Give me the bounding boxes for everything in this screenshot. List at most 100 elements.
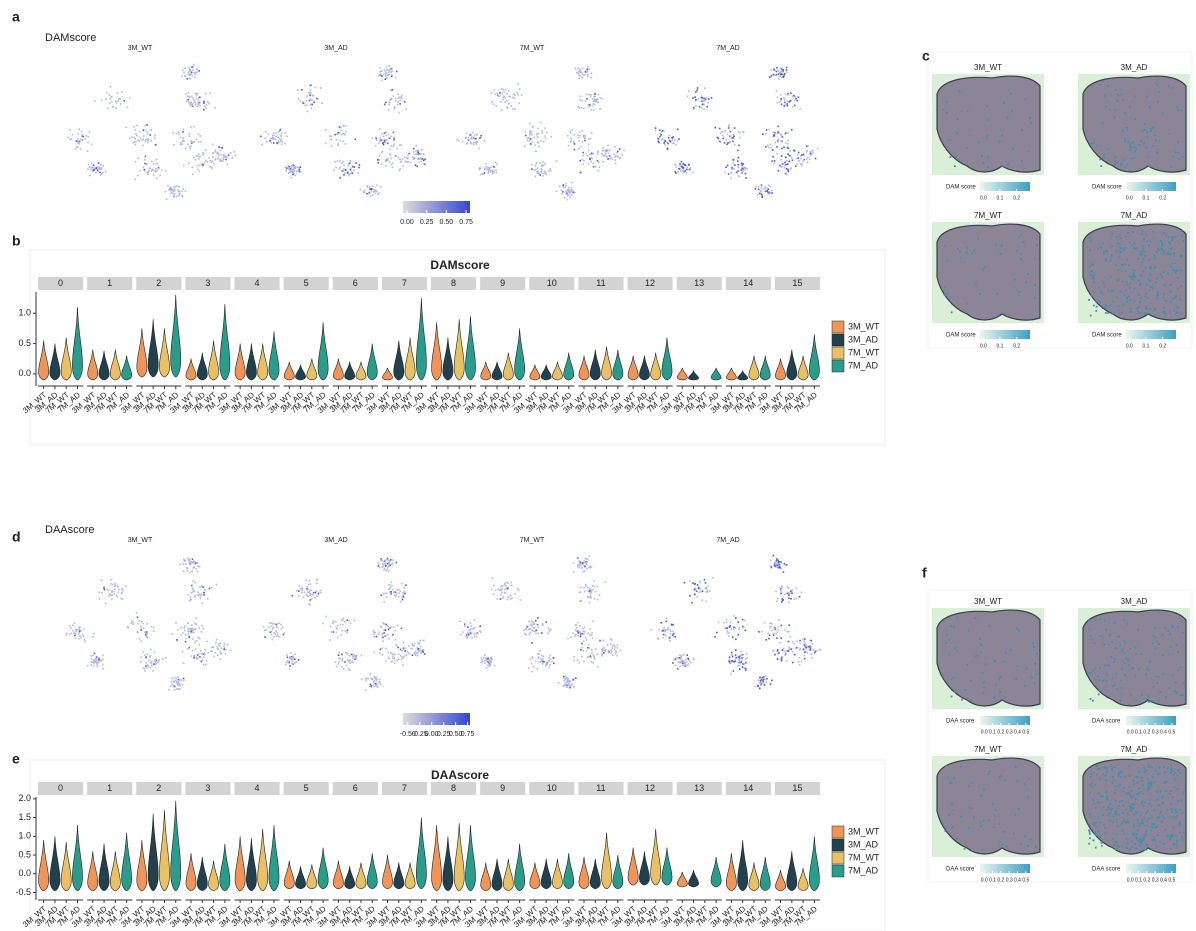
spot bbox=[1133, 272, 1135, 274]
cell-point bbox=[223, 648, 225, 650]
cell-point bbox=[776, 67, 778, 69]
cell-point bbox=[318, 592, 320, 594]
cell-point bbox=[472, 132, 474, 134]
spot bbox=[1161, 276, 1163, 278]
cell-point bbox=[379, 679, 381, 681]
cell-point bbox=[535, 661, 537, 663]
cell-point bbox=[778, 561, 780, 563]
spot bbox=[1123, 787, 1125, 789]
spot bbox=[1160, 274, 1162, 276]
cell-point bbox=[198, 627, 200, 629]
cell-point bbox=[176, 683, 178, 685]
cell-point bbox=[376, 680, 378, 682]
cell-point bbox=[679, 666, 681, 668]
cell-point bbox=[143, 651, 145, 653]
colorbar-tick-label: 0.0 bbox=[981, 877, 988, 883]
spot bbox=[1092, 798, 1094, 800]
spot bbox=[1181, 230, 1183, 232]
cell-point bbox=[614, 146, 616, 148]
cell-point bbox=[225, 649, 227, 651]
cell-point bbox=[198, 153, 200, 155]
spot bbox=[1174, 772, 1176, 774]
spot bbox=[1129, 287, 1131, 289]
cell-point bbox=[334, 161, 336, 163]
cell-point bbox=[766, 187, 768, 189]
cell-point bbox=[310, 98, 312, 100]
cell-point bbox=[764, 622, 766, 624]
cell-point bbox=[66, 633, 68, 635]
cell-point bbox=[718, 140, 720, 142]
cell-point bbox=[778, 629, 780, 631]
cell-point bbox=[176, 133, 178, 135]
cell-point bbox=[531, 630, 533, 632]
cell-point bbox=[286, 654, 288, 656]
spot bbox=[953, 626, 955, 628]
cell-point bbox=[663, 130, 665, 132]
spot bbox=[1163, 271, 1165, 273]
cell-point bbox=[337, 625, 339, 627]
spot bbox=[1171, 166, 1173, 168]
cell-point bbox=[523, 629, 525, 631]
cell-point bbox=[286, 167, 288, 169]
cell-point bbox=[182, 196, 184, 198]
cell-point bbox=[316, 595, 318, 597]
cell-point bbox=[378, 565, 380, 567]
cell-point bbox=[605, 152, 607, 154]
spot bbox=[1163, 307, 1165, 309]
cell-point bbox=[95, 662, 97, 664]
spot bbox=[946, 112, 948, 114]
cell-point bbox=[688, 663, 690, 665]
cell-point bbox=[277, 623, 279, 625]
cell-point bbox=[369, 673, 371, 675]
violin bbox=[148, 814, 158, 891]
cell-point bbox=[335, 662, 337, 664]
spot bbox=[1127, 141, 1129, 143]
cell-point bbox=[762, 133, 764, 135]
cell-point bbox=[377, 193, 379, 195]
colorbar-tick-label: 0.3 bbox=[1006, 877, 1013, 883]
cell-point bbox=[379, 128, 381, 130]
cell-point bbox=[614, 154, 616, 156]
cell-point bbox=[388, 629, 390, 631]
spot bbox=[1144, 123, 1146, 125]
cell-point bbox=[146, 139, 148, 141]
cell-point bbox=[203, 153, 205, 155]
spot bbox=[1172, 269, 1174, 271]
spot bbox=[1144, 312, 1146, 314]
cell-point bbox=[591, 589, 593, 591]
cell-point bbox=[275, 630, 277, 632]
cell-point bbox=[398, 592, 400, 594]
spot bbox=[964, 689, 966, 691]
cell-point bbox=[573, 571, 575, 573]
spot bbox=[1147, 789, 1149, 791]
cell-point bbox=[576, 72, 578, 74]
cell-point bbox=[805, 644, 807, 646]
cell-point bbox=[206, 660, 208, 662]
cell-point bbox=[296, 590, 298, 592]
violin bbox=[295, 866, 305, 888]
spot bbox=[1106, 796, 1108, 798]
cell-point bbox=[203, 102, 205, 104]
spot bbox=[1182, 694, 1184, 696]
cell-point bbox=[293, 657, 295, 659]
cell-point bbox=[389, 138, 391, 140]
cell-point bbox=[274, 623, 276, 625]
spot bbox=[1177, 788, 1179, 790]
cell-point bbox=[564, 187, 566, 189]
cell-point bbox=[781, 148, 783, 150]
cell-point bbox=[367, 678, 369, 680]
cell-point bbox=[316, 590, 318, 592]
cell-point bbox=[200, 650, 202, 652]
spot bbox=[975, 655, 977, 657]
cell-point bbox=[777, 560, 779, 562]
cell-point bbox=[667, 148, 669, 150]
spot bbox=[1145, 296, 1147, 298]
cell-point bbox=[580, 99, 582, 101]
spot bbox=[987, 119, 989, 121]
spot bbox=[1121, 264, 1123, 266]
cell-point bbox=[734, 164, 736, 166]
cell-point bbox=[386, 569, 388, 571]
cell-point bbox=[220, 147, 222, 149]
spot bbox=[1096, 306, 1098, 308]
cell-point bbox=[227, 164, 229, 166]
